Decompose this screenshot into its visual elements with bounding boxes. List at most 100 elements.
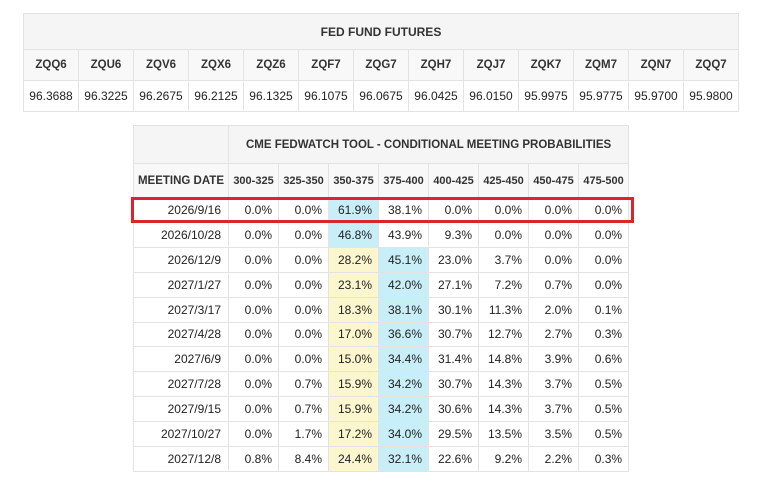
futures-code-cell: ZQV6 bbox=[133, 49, 189, 81]
probability-cell: 0.5% bbox=[577, 371, 630, 398]
probability-cell: 0.0% bbox=[228, 396, 279, 423]
probability-cell: 36.6% bbox=[378, 321, 429, 348]
meeting-date-cell: 2027/6/9 bbox=[133, 346, 229, 373]
probability-cell: 45.1% bbox=[378, 246, 429, 273]
futures-code-cell: ZQZ6 bbox=[243, 49, 299, 81]
probability-cell: 42.0% bbox=[378, 271, 429, 298]
probability-cell: 30.6% bbox=[428, 396, 479, 423]
probability-cell: 0.0% bbox=[278, 321, 329, 348]
probability-cell: 0.8% bbox=[228, 446, 279, 472]
meeting-date-cell: 2027/9/15 bbox=[133, 396, 229, 423]
meeting-row: 2027/6/9 0.0% 0.0% 15.0% 34.4% 31.4% 14.8% 3.9%… bbox=[133, 346, 630, 373]
probability-cell: 46.8% bbox=[328, 221, 379, 248]
meeting-date-cell: 2027/3/17 bbox=[133, 296, 229, 323]
probability-cell: 0.0% bbox=[278, 246, 329, 273]
probability-cell: 23.1% bbox=[328, 271, 379, 298]
futures-price-cell: 96.3225 bbox=[78, 80, 134, 112]
futures-code-cell: ZQN7 bbox=[628, 49, 684, 81]
futures-table-title: FED FUND FUTURES bbox=[23, 13, 739, 50]
probability-cell: 24.4% bbox=[328, 446, 379, 472]
futures-price-cell: 96.1325 bbox=[243, 80, 299, 112]
probability-cell: 15.9% bbox=[328, 371, 379, 398]
probability-cell: 3.9% bbox=[528, 346, 579, 373]
probability-cell: 0.0% bbox=[228, 296, 279, 323]
probability-cell: 14.8% bbox=[478, 346, 529, 373]
futures-code-cell: ZQQ7 bbox=[683, 49, 739, 81]
futures-price-cell: 96.0150 bbox=[463, 80, 519, 112]
fedwatch-header-row: MEETING DATE 300-325 325-350 350-375 375-40… bbox=[133, 163, 630, 198]
futures-code-cell: ZQH7 bbox=[408, 49, 464, 81]
probability-cell: 2.7% bbox=[528, 321, 579, 348]
probability-cell: 0.0% bbox=[228, 271, 279, 298]
probability-cell: 0.5% bbox=[577, 396, 630, 423]
probability-cell: 0.0% bbox=[577, 197, 630, 223]
probability-cell: 0.0% bbox=[228, 321, 279, 348]
probability-cell: 38.1% bbox=[378, 296, 429, 323]
probability-cell: 1.7% bbox=[278, 421, 329, 448]
meeting-date-cell: 2026/12/9 bbox=[133, 246, 229, 273]
probability-cell: 0.0% bbox=[577, 246, 630, 273]
futures-code-cell: ZQK7 bbox=[518, 49, 574, 81]
meeting-row: 2027/12/8 0.8% 8.4% 24.4% 32.1% 22.6% 9.2% 2.2%… bbox=[133, 446, 630, 472]
rate-range-header: 350-375 bbox=[328, 163, 379, 198]
probability-cell: 30.7% bbox=[428, 371, 479, 398]
probability-cell: 32.1% bbox=[378, 446, 429, 472]
fedwatch-corner-cell bbox=[133, 125, 229, 164]
probability-cell: 0.3% bbox=[577, 446, 630, 472]
probability-cell: 0.0% bbox=[278, 296, 329, 323]
meeting-date-cell: 2026/10/28 bbox=[133, 221, 229, 248]
probability-cell: 23.0% bbox=[428, 246, 479, 273]
futures-price-cell: 96.1075 bbox=[298, 80, 354, 112]
probability-cell: 0.0% bbox=[577, 221, 630, 248]
probability-cell: 0.0% bbox=[228, 221, 279, 248]
futures-price-cell: 96.3688 bbox=[23, 80, 79, 112]
probability-cell: 0.0% bbox=[228, 421, 279, 448]
probability-cell: 61.9% bbox=[328, 197, 379, 223]
probability-cell: 30.1% bbox=[428, 296, 479, 323]
probability-cell: 14.3% bbox=[478, 371, 529, 398]
futures-code-cell: ZQU6 bbox=[78, 49, 134, 81]
futures-price-cell: 96.0675 bbox=[353, 80, 409, 112]
fedwatch-table-title: CME FEDWATCH TOOL - CONDITIONAL MEETING … bbox=[227, 125, 630, 164]
probability-cell: 0.7% bbox=[278, 396, 329, 423]
probability-cell: 28.2% bbox=[328, 246, 379, 273]
futures-code-cell: ZQM7 bbox=[573, 49, 629, 81]
meeting-row: 2026/10/28 0.0% 0.0% 46.8% 43.9% 9.3% 0.0% 0.0%… bbox=[133, 221, 630, 248]
futures-price-cell: 95.9800 bbox=[683, 80, 739, 112]
futures-price-row: 96.3688 96.3225 96.2675 96.2125 96.1325 96.10… bbox=[23, 80, 739, 112]
probability-cell: 0.7% bbox=[278, 371, 329, 398]
probability-cell: 29.5% bbox=[428, 421, 479, 448]
probability-cell: 0.1% bbox=[577, 296, 630, 323]
meeting-date-header: MEETING DATE bbox=[133, 163, 229, 198]
meeting-row: 2027/10/27 0.0% 1.7% 17.2% 34.0% 29.5% 13.5% 3.… bbox=[133, 421, 630, 448]
futures-code-cell: ZQQ6 bbox=[23, 49, 79, 81]
probability-cell: 0.0% bbox=[278, 346, 329, 373]
probability-cell: 0.0% bbox=[528, 197, 579, 223]
probability-cell: 27.1% bbox=[428, 271, 479, 298]
meeting-row: 2027/1/27 0.0% 0.0% 23.1% 42.0% 27.1% 7.2% 0.7%… bbox=[133, 271, 630, 298]
probability-cell: 13.5% bbox=[478, 421, 529, 448]
probability-cell: 0.0% bbox=[528, 221, 579, 248]
probability-cell: 0.0% bbox=[228, 371, 279, 398]
futures-price-cell: 95.9975 bbox=[518, 80, 574, 112]
probability-cell: 0.5% bbox=[577, 421, 630, 448]
meeting-date-cell: 2027/12/8 bbox=[133, 446, 229, 472]
rate-range-header: 475-500 bbox=[577, 163, 630, 198]
fed-fund-futures-table: FED FUND FUTURES ZQQ6 ZQU6 ZQV6 ZQX6 ZQZ6 ZQF… bbox=[23, 13, 739, 112]
probability-cell: 15.9% bbox=[328, 396, 379, 423]
meeting-date-cell: 2027/7/28 bbox=[133, 371, 229, 398]
probability-cell: 3.7% bbox=[528, 371, 579, 398]
probability-cell: 34.2% bbox=[378, 371, 429, 398]
rate-range-header: 425-450 bbox=[478, 163, 529, 198]
futures-price-cell: 95.9700 bbox=[628, 80, 684, 112]
futures-price-cell: 96.0425 bbox=[408, 80, 464, 112]
probability-cell: 17.2% bbox=[328, 421, 379, 448]
probability-cell: 3.7% bbox=[528, 396, 579, 423]
probability-cell: 11.3% bbox=[478, 296, 529, 323]
probability-cell: 34.0% bbox=[378, 421, 429, 448]
probability-cell: 2.2% bbox=[528, 446, 579, 472]
probability-cell: 14.3% bbox=[478, 396, 529, 423]
futures-price-cell: 96.2675 bbox=[133, 80, 189, 112]
probability-cell: 3.7% bbox=[478, 246, 529, 273]
rate-range-header: 300-325 bbox=[228, 163, 279, 198]
